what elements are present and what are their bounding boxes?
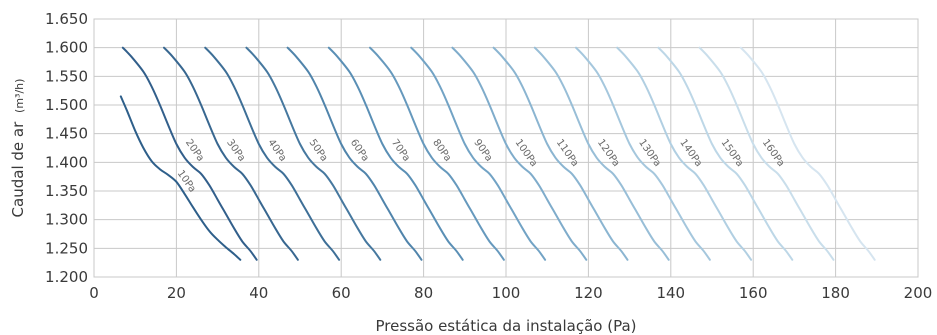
- x-tick-label: 40: [249, 284, 268, 302]
- y-tick-label: 1.400: [45, 153, 88, 171]
- curve-label: 100Pa: [513, 137, 540, 169]
- x-tick-label: 60: [332, 284, 351, 302]
- y-tick-label: 1.500: [45, 96, 88, 114]
- fan-curves: [119, 46, 876, 261]
- curve-line: [451, 46, 588, 261]
- curve-line: [327, 46, 464, 261]
- x-tick-label: 180: [821, 284, 850, 302]
- curve-line: [245, 46, 382, 261]
- curve-line: [121, 46, 258, 261]
- curve-line: [657, 46, 794, 261]
- y-tick-label: 1.250: [45, 239, 88, 257]
- y-tick-label: 1.200: [45, 268, 88, 286]
- x-tick-label: 160: [739, 284, 768, 302]
- y-tick-label: 1.450: [45, 125, 88, 143]
- curve-label: 110Pa: [554, 137, 581, 169]
- curve-line: [492, 46, 629, 261]
- curve-line: [163, 46, 299, 261]
- x-tick-label: 120: [574, 284, 603, 302]
- plot-frame: [93, 18, 919, 278]
- y-tick-label: 1.650: [45, 10, 88, 28]
- x-tick-label: 200: [904, 284, 933, 302]
- curve-label: 150Pa: [719, 137, 746, 169]
- curve-line: [119, 95, 242, 261]
- x-tick-label: 80: [414, 284, 433, 302]
- y-tick-label: 1.300: [45, 211, 88, 229]
- curve-line: [286, 46, 423, 261]
- x-axis-title: Pressão estática da instalação (Pa): [375, 317, 636, 335]
- curve-line: [410, 46, 547, 261]
- x-tick-label: 100: [492, 284, 521, 302]
- x-tick-label: 20: [167, 284, 186, 302]
- y-tick-label: 1.600: [45, 39, 88, 57]
- y-axis-title-text: Caudal de ar: [9, 121, 27, 218]
- curve-label: 140Pa: [677, 137, 704, 169]
- curve-line: [575, 46, 711, 261]
- tick-labels: 1.200 1.250 1.300 1.350 1.400 1.450 1.500 1.550…: [45, 10, 932, 302]
- x-tick-label: 140: [656, 284, 685, 302]
- y-tick-label: 1.550: [45, 67, 88, 85]
- grid: [93, 18, 919, 278]
- x-tick-label: 0: [89, 284, 99, 302]
- curve-label: 120Pa: [595, 137, 622, 169]
- curve-line: [533, 46, 670, 261]
- y-axis-unit: (m³/h): [13, 79, 26, 113]
- curve-line: [616, 46, 753, 261]
- curve-line: [698, 46, 835, 261]
- curve-label: 160Pa: [760, 137, 787, 169]
- curve-line: [369, 46, 505, 261]
- y-tick-label: 1.350: [45, 182, 88, 200]
- y-axis-title: Caudal de ar (m³/h): [9, 79, 27, 218]
- curve-label: 130Pa: [636, 137, 663, 169]
- curve-line: [204, 46, 341, 261]
- curve-line: [739, 46, 876, 261]
